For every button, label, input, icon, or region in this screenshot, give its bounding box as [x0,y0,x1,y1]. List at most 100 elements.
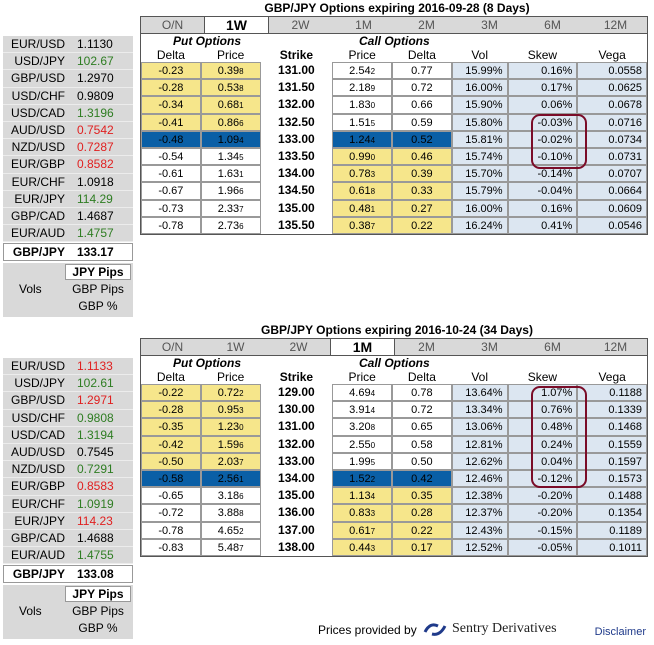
put-price[interactable]: 1.596 [200,435,261,453]
call-price[interactable]: 0.617 [332,521,392,539]
rate-row[interactable]: GBP/USD 1.2970 [3,70,133,88]
strike-row[interactable]: -0.35 1.230 131.00 3.208 0.65 13.06% 0.48% 0.14… [141,418,648,436]
tab-2w[interactable]: 2W [291,18,310,32]
rate-row[interactable]: AUD/USD 0.7542 [3,121,133,140]
rate-row[interactable]: NZD/USD 0.7291 [3,461,133,479]
strike-row[interactable]: -0.34 0.681 132.00 1.830 0.66 15.90% 0.06% 0.06… [141,96,648,114]
tab-1m[interactable]: 1M [330,339,395,355]
rate-row[interactable]: EUR/USD 1.1133 [3,358,133,376]
call-price[interactable]: 0.990 [332,147,392,166]
call-price[interactable]: 0.783 [332,165,392,183]
put-price[interactable]: 0.398 [200,62,261,80]
focus-pair[interactable]: GBP/JPY 133.17 [3,243,133,262]
strike-row[interactable]: -0.50 2.037 133.00 1.995 0.50 12.62% 0.04% 0.15… [141,452,648,470]
tab-2m[interactable]: 2M [418,340,435,354]
put-price[interactable]: 0.722 [200,384,261,402]
call-price[interactable]: 0.443 [332,538,392,556]
tab-12m[interactable]: 12M [603,340,628,354]
strike-row[interactable]: -0.83 5.487 138.00 0.443 0.17 12.52% -0.05% 0.1… [141,538,648,556]
put-price[interactable]: 0.681 [200,96,261,114]
call-price[interactable]: 1.134 [332,487,392,505]
call-price[interactable]: 0.833 [332,504,392,522]
rate-row[interactable]: USD/CAD 1.3194 [3,426,133,444]
put-price[interactable]: 2.736 [200,216,261,234]
put-price[interactable]: 1.230 [200,418,261,436]
tab-1w[interactable]: 1W [204,17,269,33]
put-price[interactable]: 2.337 [200,199,261,217]
call-price[interactable]: 0.481 [332,199,392,217]
call-price[interactable]: 1.830 [332,96,392,114]
call-price[interactable]: 1.244 [332,130,392,148]
tab-2m[interactable]: 2M [418,18,435,32]
call-price[interactable]: 3.208 [332,418,392,436]
tab-6m[interactable]: 6M [544,340,561,354]
rate-row[interactable]: GBP/CAD 1.4687 [3,207,133,226]
rate-row[interactable]: EUR/CHF 1.0918 [3,173,133,191]
strike-row[interactable]: -0.48 1.094 133.00 1.244 0.52 15.81% -0.02% 0.0… [141,130,648,148]
strike-row[interactable]: -0.42 1.596 132.00 2.550 0.58 12.81% 0.24% 0.15… [141,435,648,453]
rate-row[interactable]: USD/JPY 102.67 [3,53,133,71]
put-price[interactable]: 0.953 [200,401,261,419]
tab-3m[interactable]: 3M [481,340,498,354]
put-price[interactable]: 3.888 [200,504,261,522]
rate-row[interactable]: EUR/CHF 1.0919 [3,495,133,513]
strike-row[interactable]: -0.58 2.561 134.00 1.522 0.42 12.46% -0.12% 0.1… [141,469,648,488]
unit-option-jpy-pips[interactable]: JPY Pips [65,264,131,281]
call-price[interactable]: 1.515 [332,113,392,131]
rate-row[interactable]: GBP/USD 1.2971 [3,392,133,410]
unit-option-gbp-pct[interactable]: GBP % [78,299,118,314]
tab-12m[interactable]: 12M [603,18,628,32]
tab-6m[interactable]: 6M [544,18,561,32]
put-price[interactable]: 1.094 [200,130,261,148]
rate-row[interactable]: EUR/AUD 1.4755 [3,547,133,565]
put-price[interactable]: 4.652 [200,521,261,539]
call-price[interactable]: 2.189 [332,79,392,97]
put-price[interactable]: 5.487 [200,538,261,556]
rate-row[interactable]: USD/JPY 102.61 [3,375,133,393]
put-price[interactable]: 1.966 [200,182,261,200]
strike-row[interactable]: -0.61 1.631 134.00 0.783 0.39 15.70% -0.14% 0.0… [141,165,648,183]
strike-row[interactable]: -0.28 0.953 130.00 3.914 0.72 13.34% 0.76% 0.13… [141,401,648,419]
strike-row[interactable]: -0.22 0.722 129.00 4.694 0.78 13.64% 1.07% 0.11… [141,384,648,402]
unit-option-gbp-pips[interactable]: GBP Pips [72,604,124,619]
put-price[interactable]: 3.186 [200,487,261,505]
rate-row[interactable]: USD/CHF 0.9809 [3,87,133,105]
strike-row[interactable]: -0.72 3.888 136.00 0.833 0.28 12.37% -0.20% 0.1… [141,504,648,522]
strike-row[interactable]: -0.54 1.345 133.50 0.990 0.46 15.74% -0.10% 0.0… [141,147,648,166]
unit-option-gbp-pct[interactable]: GBP % [78,621,118,636]
strike-row[interactable]: -0.78 4.652 137.00 0.617 0.22 12.43% -0.15% 0.1… [141,521,648,539]
strike-row[interactable]: -0.65 3.186 135.00 1.134 0.35 12.38% -0.20% 0.1… [141,487,648,505]
focus-pair[interactable]: GBP/JPY 133.08 [3,565,133,584]
strike-row[interactable]: -0.78 2.736 135.50 0.387 0.22 16.24% 0.41% 0.05… [141,216,648,234]
call-price[interactable]: 0.387 [332,216,392,234]
strike-row[interactable]: -0.28 0.538 131.50 2.189 0.72 16.00% 0.17% 0.06… [141,79,648,97]
call-price[interactable]: 1.995 [332,452,392,470]
put-price[interactable]: 1.345 [200,147,261,166]
rate-row[interactable]: EUR/AUD 1.4757 [3,225,133,243]
put-price[interactable]: 0.866 [200,113,261,131]
tab-1w[interactable]: 1W [226,340,245,354]
strike-row[interactable]: -0.41 0.866 132.50 1.515 0.59 15.80% -0.03% 0.0… [141,113,648,131]
unit-option-gbp-pips[interactable]: GBP Pips [72,282,124,297]
rate-row[interactable]: USD/CAD 1.3196 [3,104,133,122]
strike-row[interactable]: -0.67 1.966 134.50 0.618 0.33 15.79% -0.04% 0.0… [141,182,648,200]
put-price[interactable]: 2.561 [200,469,261,488]
call-price[interactable]: 3.914 [332,401,392,419]
put-price[interactable]: 1.631 [200,165,261,183]
tab-on[interactable]: O/N [161,340,184,354]
rate-row[interactable]: EUR/JPY 114.29 [3,190,133,208]
rate-row[interactable]: EUR/GBP 0.8583 [3,478,133,496]
call-price[interactable]: 1.522 [332,469,392,488]
rate-row[interactable]: EUR/JPY 114.23 [3,512,133,530]
disclaimer-link[interactable]: Disclaimer [594,626,646,638]
strike-row[interactable]: -0.73 2.337 135.00 0.481 0.27 16.00% 0.16% 0.06… [141,199,648,217]
strike-row[interactable]: -0.23 0.398 131.00 2.542 0.77 15.99% 0.16% 0.05… [141,62,648,80]
call-price[interactable]: 2.542 [332,62,392,80]
tab-on[interactable]: O/N [161,18,184,32]
tab-3m[interactable]: 3M [481,18,498,32]
put-price[interactable]: 2.037 [200,452,261,470]
rate-row[interactable]: USD/CHF 0.9808 [3,409,133,427]
put-price[interactable]: 0.538 [200,79,261,97]
rate-row[interactable]: EUR/GBP 0.8582 [3,156,133,174]
rate-row[interactable]: NZD/USD 0.7287 [3,139,133,157]
